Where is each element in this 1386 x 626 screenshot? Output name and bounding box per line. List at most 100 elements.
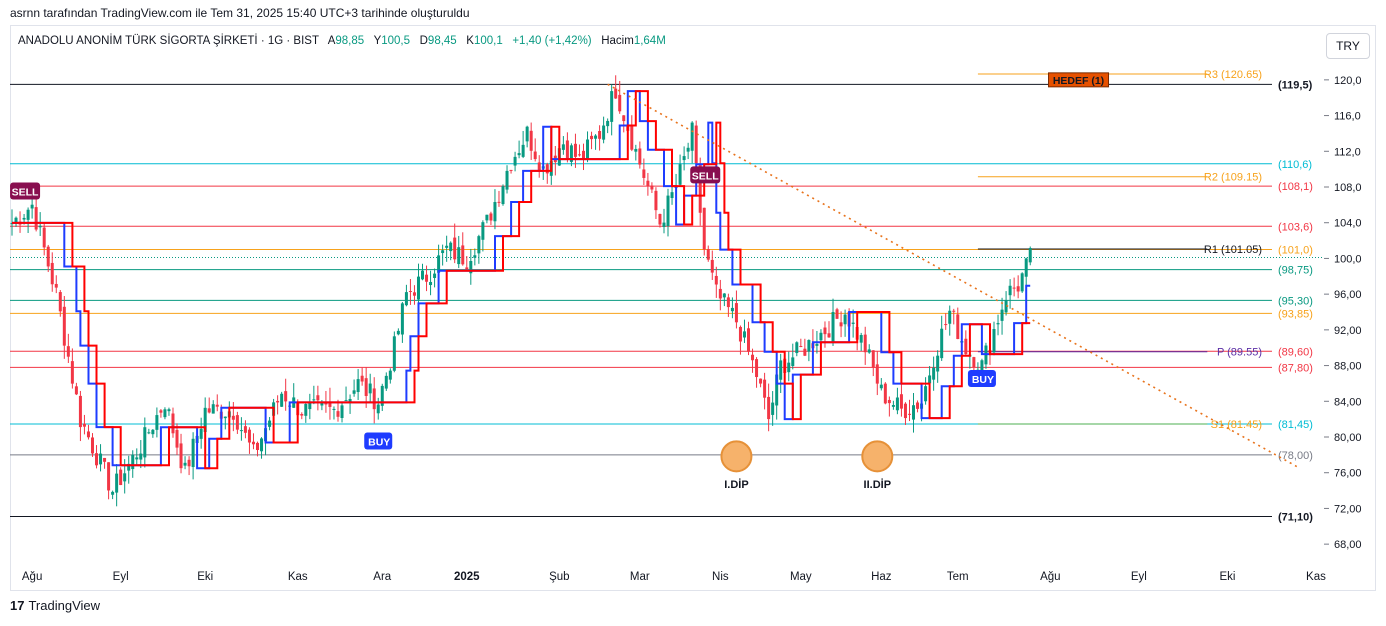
candle-body [1000,309,1004,321]
level-label: (101,0) [1278,245,1313,257]
candle-body [489,213,493,221]
x-tick-label: Tem [947,571,969,583]
candle-body [368,383,372,394]
candle-body [111,491,115,495]
candle-body [14,217,18,224]
candle-body [404,292,408,306]
currency-button[interactable]: TRY [1326,33,1370,59]
candle-body [682,156,686,161]
y-tick-label: 92,00 [1334,325,1362,337]
candle-body [972,357,976,368]
candle-body [22,217,26,220]
candle-body [706,249,710,260]
tradingview-branding[interactable]: 17 TradingView [10,598,100,613]
candle-body [702,207,706,250]
candle-body [493,202,497,222]
candle-body [851,322,855,324]
candle-body [1008,285,1012,296]
candle-body [1016,286,1020,292]
candle-body [734,303,738,323]
candle-body [907,413,911,415]
candle-body [348,398,352,403]
candle-body [859,335,863,343]
candle-body [561,144,565,150]
candle-body [1020,273,1024,292]
candle-body [74,386,78,395]
bottom-label: I.DİP [724,478,748,491]
candle-body [82,423,86,427]
candle-body [449,242,453,252]
candle-body [473,255,477,258]
candle-body [239,430,243,432]
candle-body [300,414,304,416]
candle-body [316,395,320,401]
candle-body [58,292,62,312]
candle-body [895,397,899,411]
candle-body [223,416,227,419]
candle-body [251,441,255,445]
candle-body [787,362,791,373]
tradingview-brand-text: TradingView [28,598,101,613]
candle-body [304,404,308,416]
level-label: (108,1) [1278,181,1313,193]
candle-body [936,355,940,372]
x-tick-label: Eyl [1131,571,1147,583]
candle-body [521,144,525,157]
candle-body [42,227,46,248]
candle-body [948,310,952,324]
x-tick-label: Nis [712,571,729,583]
level-label: (110,6) [1278,159,1312,171]
band-line-red [12,90,1031,470]
level-label: (98,75) [1278,265,1313,277]
candle-body [638,148,642,165]
candle-body [360,375,364,382]
candle-body [513,156,517,166]
candle-body [590,135,594,140]
candle-body [710,259,714,273]
candle-body [594,135,598,139]
candle-body [924,386,928,402]
candle-body [497,201,501,203]
candle-body [445,245,449,248]
symbol-name[interactable]: ANADOLU ANONİM TÜRK SİGORTA ŞİRKETİ · 1G… [18,35,319,47]
buy-signal-label: BUY [368,436,390,448]
candle-body [312,399,316,401]
sell-signal-label: SELL [692,170,719,182]
candle-body [469,260,473,274]
candle-body [940,328,944,359]
candle-body [437,255,441,273]
pivot-label: R1 (101.05) [1204,244,1262,256]
candle-body [875,364,879,384]
x-tick-label: Eki [197,571,213,583]
level-label: (71,10) [1278,511,1313,523]
candle-body [819,332,823,341]
candle-body [573,143,577,157]
candle-body [759,378,763,384]
candle-body [115,473,119,493]
candle-body [755,359,759,378]
candle-body [791,357,795,366]
candle-body [421,270,425,280]
pivot-label: R2 (109.15) [1204,172,1262,184]
candle-body [775,374,779,406]
candle-body [751,354,755,361]
candle-body [380,385,384,406]
candle-body [887,399,891,404]
volume-label: Hacim [601,35,634,47]
candle-body [453,237,457,260]
candle-body [384,375,388,389]
sell-signal-label: SELL [12,186,39,198]
candle-body [477,236,481,254]
candle-body [912,405,916,420]
candle-body [376,404,380,414]
pivot-label: S1 (81.45) [1211,419,1262,431]
candle-body [863,334,867,353]
level-label: (103,6) [1278,221,1313,233]
candle-body [159,410,163,413]
candle-body [779,360,783,380]
sell-signal-badge [10,182,41,200]
candle-body [992,329,996,353]
candle-body [127,463,131,471]
candle-body [412,292,416,296]
